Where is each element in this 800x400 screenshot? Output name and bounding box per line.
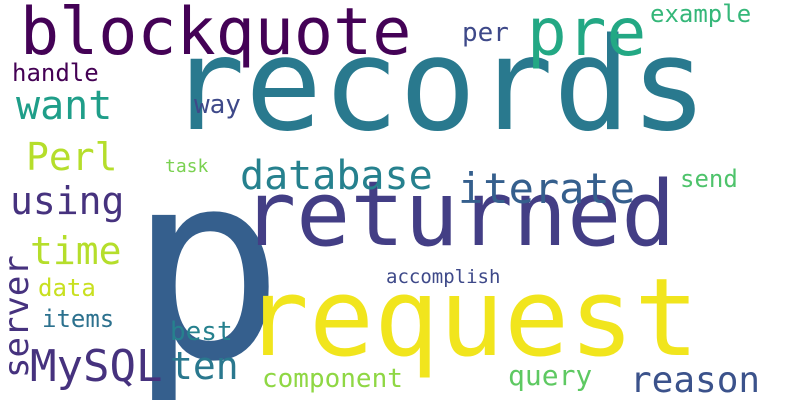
word-server: server (0, 255, 37, 378)
word-example: example (650, 0, 752, 28)
word-iterate: iterate (458, 164, 636, 213)
word-ten: ten (170, 344, 239, 388)
word-handle: handle (12, 59, 99, 87)
word-perl: Perl (26, 135, 118, 179)
word-records: records (168, 11, 708, 160)
word-database: database (240, 153, 433, 199)
word-items: items (42, 305, 115, 333)
word-pre: pre (527, 0, 647, 71)
word-way: way (194, 90, 241, 120)
word-time: time (30, 229, 122, 273)
word-best: best (170, 317, 233, 347)
word-p: p (128, 117, 285, 400)
word-per: per (462, 18, 509, 48)
word-want: want (16, 83, 113, 129)
word-blockquote: blockquote (20, 0, 412, 70)
word-send: send (680, 165, 738, 193)
word-mysql: MySQL (30, 341, 163, 392)
word-data: data (38, 274, 96, 302)
word-returned: returned (242, 162, 676, 267)
word-component: component (262, 364, 403, 394)
word-using: using (10, 179, 125, 223)
word-accomplish: accomplish (386, 266, 501, 288)
word-query: query (508, 359, 593, 392)
word-reason: reason (630, 360, 761, 400)
word-task: task (165, 156, 209, 177)
word-request: request (244, 256, 700, 381)
